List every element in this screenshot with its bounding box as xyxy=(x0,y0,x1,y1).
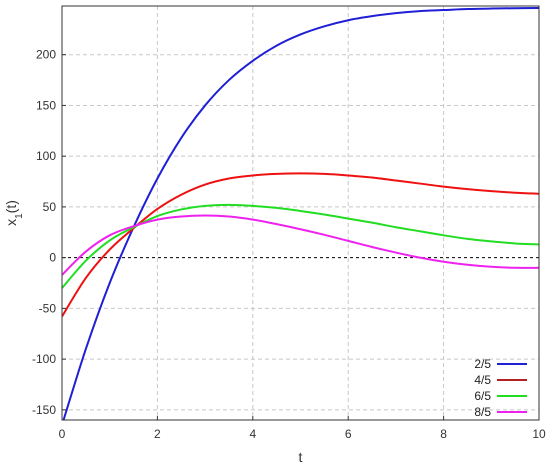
legend-label: 8/5 xyxy=(474,405,491,419)
plot-frame xyxy=(61,5,540,421)
series-line-1 xyxy=(62,7,539,420)
grid xyxy=(62,6,539,420)
y-tick-labels: -150 -100 -50 0 50 100 150 200 xyxy=(32,48,66,417)
y-tick-label: 0 xyxy=(49,251,56,265)
y-tick-label: 200 xyxy=(36,48,56,62)
series-line-4 xyxy=(62,214,539,276)
y-tick-label: 100 xyxy=(36,149,56,163)
x-axis-label: t xyxy=(299,449,303,465)
y-axis-label-suffix: (t) xyxy=(3,200,19,213)
series-group xyxy=(62,7,539,420)
y-tick-label: -50 xyxy=(39,301,57,315)
legend: 2/5 4/5 6/5 8/5 xyxy=(474,357,527,419)
x-tick-label: 8 xyxy=(440,427,447,441)
x-tick-label: 4 xyxy=(249,427,256,441)
series-line-2 xyxy=(62,172,539,318)
x-tick-label: 2 xyxy=(154,427,161,441)
x-tick-label: 6 xyxy=(345,427,352,441)
x-tick-label: 0 xyxy=(59,427,66,441)
legend-label: 2/5 xyxy=(474,357,491,371)
y-axis-label-main: x xyxy=(3,219,19,226)
y-tick-label: -100 xyxy=(32,352,56,366)
y-tick-label: 50 xyxy=(43,200,57,214)
y-axis-label-subscript: 1 xyxy=(14,213,25,219)
y-tick-label: 150 xyxy=(36,98,56,112)
x-tick-label: 10 xyxy=(532,427,546,441)
y-axis-label: x1(t) xyxy=(3,200,25,226)
x-tick-labels: 0 2 4 6 8 10 xyxy=(59,416,546,441)
legend-label: 6/5 xyxy=(474,389,491,403)
y-tick-label: -150 xyxy=(32,403,56,417)
series-line-3 xyxy=(62,203,539,289)
legend-label: 4/5 xyxy=(474,373,491,387)
